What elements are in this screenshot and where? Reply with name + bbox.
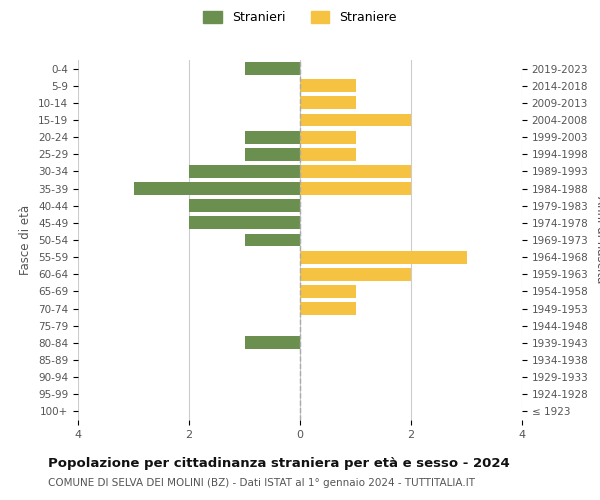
Bar (300, 302, 355, 315)
Bar (133, 182, 300, 195)
Bar (300, 165, 411, 178)
Bar (300, 182, 411, 195)
Bar (245, 336, 300, 349)
Bar (300, 285, 355, 298)
Bar (245, 62, 300, 75)
Bar (300, 148, 355, 160)
Bar (189, 165, 300, 178)
Bar (189, 200, 300, 212)
Bar (189, 216, 300, 230)
Text: COMUNE DI SELVA DEI MOLINI (BZ) - Dati ISTAT al 1° gennaio 2024 - TUTTITALIA.IT: COMUNE DI SELVA DEI MOLINI (BZ) - Dati I… (48, 478, 475, 488)
Bar (300, 96, 355, 110)
Y-axis label: Anni di nascita: Anni di nascita (594, 196, 600, 284)
Bar (300, 130, 355, 143)
Legend: Stranieri, Straniere: Stranieri, Straniere (198, 6, 402, 29)
Y-axis label: Fasce di età: Fasce di età (19, 205, 32, 275)
Bar (300, 114, 411, 126)
Bar (300, 268, 411, 280)
Bar (300, 80, 355, 92)
Bar (245, 148, 300, 160)
Text: Popolazione per cittadinanza straniera per età e sesso - 2024: Popolazione per cittadinanza straniera p… (48, 458, 510, 470)
Bar (245, 130, 300, 143)
Bar (245, 234, 300, 246)
Bar (300, 250, 467, 264)
